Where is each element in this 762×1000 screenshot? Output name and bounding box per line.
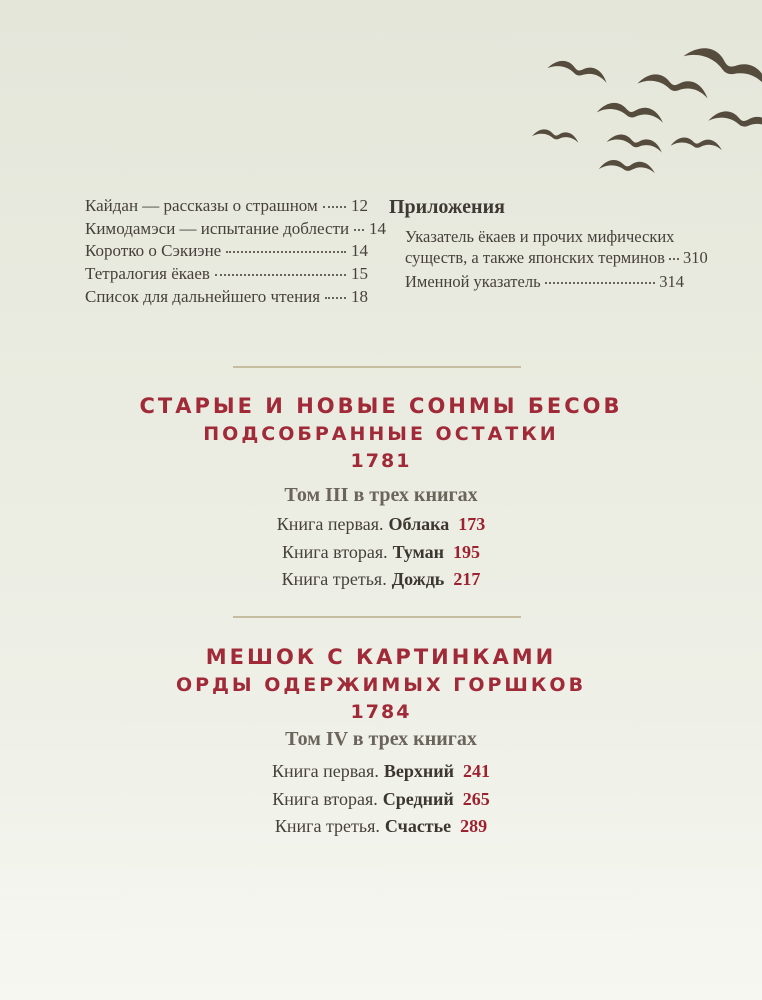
toc-entry-page: 14 (351, 241, 368, 261)
book-prefix: Книга вторая. (272, 788, 378, 809)
flying-birds-illustration (531, 40, 762, 174)
book-page-number: 173 (458, 514, 486, 534)
appendices-column: Приложения Указатель ёкаев и прочих мифи… (389, 195, 708, 292)
appendix-entry-label: Именной указатель (405, 271, 541, 291)
section-1-heading: СТАРЫЕ И НОВЫЕ СОНМЫ БЕСОВ ПОДСОБРАННЫЕ … (0, 391, 762, 474)
toc-left-column: Кайдан — рассказы о страшном 12 Кимодамэ… (85, 195, 386, 309)
book-entry: Книга третья. Дождь 217 (0, 566, 762, 594)
book-name: Верхний (383, 761, 454, 781)
section-2-heading: МЕШОК С КАРТИНКАМИ ОРДЫ ОДЕРЖИМЫХ ГОРШКО… (0, 642, 762, 725)
appendix-entry-page: 314 (659, 271, 684, 291)
appendices-list: Указатель ёкаев и прочих мифических суще… (389, 226, 708, 292)
dotted-leader (354, 228, 365, 231)
toc-entry-page: 12 (351, 196, 368, 215)
dotted-leader (325, 296, 346, 299)
dotted-leader (226, 251, 346, 254)
book-page-number: 241 (462, 761, 490, 781)
section-1-title-line2: ПОДСОБРАННЫЕ ОСТАТКИ (203, 423, 559, 445)
appendix-entry-line1: Указатель ёкаев и прочих мифических (405, 227, 675, 246)
book-page-number: 195 (452, 541, 480, 562)
appendix-entry: Указатель ёкаев и прочих мифических суще… (405, 226, 708, 269)
section-2-title-line1: МЕШОК С КАРТИНКАМИ (205, 645, 557, 669)
volume-1-book-list: Книга первая. Облака 173 Книга вторая. Тума… (0, 511, 762, 594)
book-name: Туман (392, 541, 444, 562)
book-entry: Книга третья. Счастье 289 (0, 813, 762, 841)
dotted-leader (544, 281, 656, 284)
book-page-number: 217 (453, 569, 481, 590)
toc-entry-label: Тетралогия ёкаев (85, 264, 210, 284)
book-entry: Книга вторая. Средний 265 (0, 786, 762, 814)
dotted-leader (214, 274, 346, 277)
toc-entry: Кайдан — рассказы о страшном 12 (85, 195, 368, 218)
appendix-entry-line2: существ, а также японских терминов (405, 248, 665, 268)
appendices-heading: Приложения (389, 196, 505, 218)
toc-entry: Кимодамэси — испытание доблести 14 (85, 218, 386, 241)
section-2-title-line2: ОРДЫ ОДЕРЖИМЫХ ГОРШКОВ (175, 674, 587, 696)
appendix-entry: Именной указатель 314 (405, 271, 684, 292)
book-name: Дождь (391, 569, 445, 590)
appendix-entry-page: 310 (682, 248, 708, 268)
toc-entry: Тетралогия ёкаев 15 (85, 263, 368, 286)
section-1-title-line1: СТАРЫЕ И НОВЫЕ СОНМЫ БЕСОВ (139, 394, 623, 418)
toc-entry-label: Кайдан — рассказы о страшном (85, 196, 318, 215)
book-name: Счастье (384, 816, 452, 837)
book-prefix: Книга вторая. (282, 541, 388, 562)
book-name: Средний (382, 788, 454, 809)
toc-entry: Список для дальнейшего чтения 18 (85, 286, 368, 309)
book-page-number: 289 (460, 816, 488, 837)
volume-1-title: Том III в трех книгах (284, 484, 478, 506)
toc-entry-label: Кимодамэси — испытание доблести (85, 218, 350, 238)
section-1-year: 1781 (350, 450, 412, 472)
section-divider (233, 366, 521, 368)
section-divider (233, 616, 521, 618)
bird-icon (531, 40, 762, 174)
volume-2-book-list: Книга первая. Верхний 241 Книга вторая. Сре… (0, 758, 762, 841)
toc-entry-label: Коротко о Сэкиэне (85, 241, 222, 261)
dotted-leader (668, 258, 679, 261)
section-2-year: 1784 (350, 701, 412, 723)
toc-entry-page: 15 (351, 264, 368, 284)
toc-entry-page: 18 (351, 286, 368, 306)
book-name: Облака (388, 514, 450, 534)
dotted-leader (322, 206, 346, 208)
book-entry: Книга вторая. Туман 195 (0, 539, 762, 567)
toc-top-row: Кайдан — рассказы о страшном 12 Кимодамэ… (85, 195, 708, 309)
volume-2-title: Том IV в трех книгах (285, 728, 477, 750)
toc-entry: Коротко о Сэкиэне 14 (85, 240, 368, 263)
book-entry: Книга первая. Верхний 241 (0, 758, 762, 786)
book-prefix: Книга первая. (276, 514, 384, 534)
book-entry: Книга первая. Облака 173 (0, 511, 762, 539)
toc-entry-page: 14 (369, 218, 387, 238)
book-page-number: 265 (462, 788, 490, 809)
book-prefix: Книга третья. (274, 816, 380, 837)
toc-entry-label: Список для дальнейшего чтения (85, 286, 321, 306)
book-prefix: Книга первая. (272, 761, 379, 781)
book-prefix: Книга третья. (281, 569, 387, 590)
